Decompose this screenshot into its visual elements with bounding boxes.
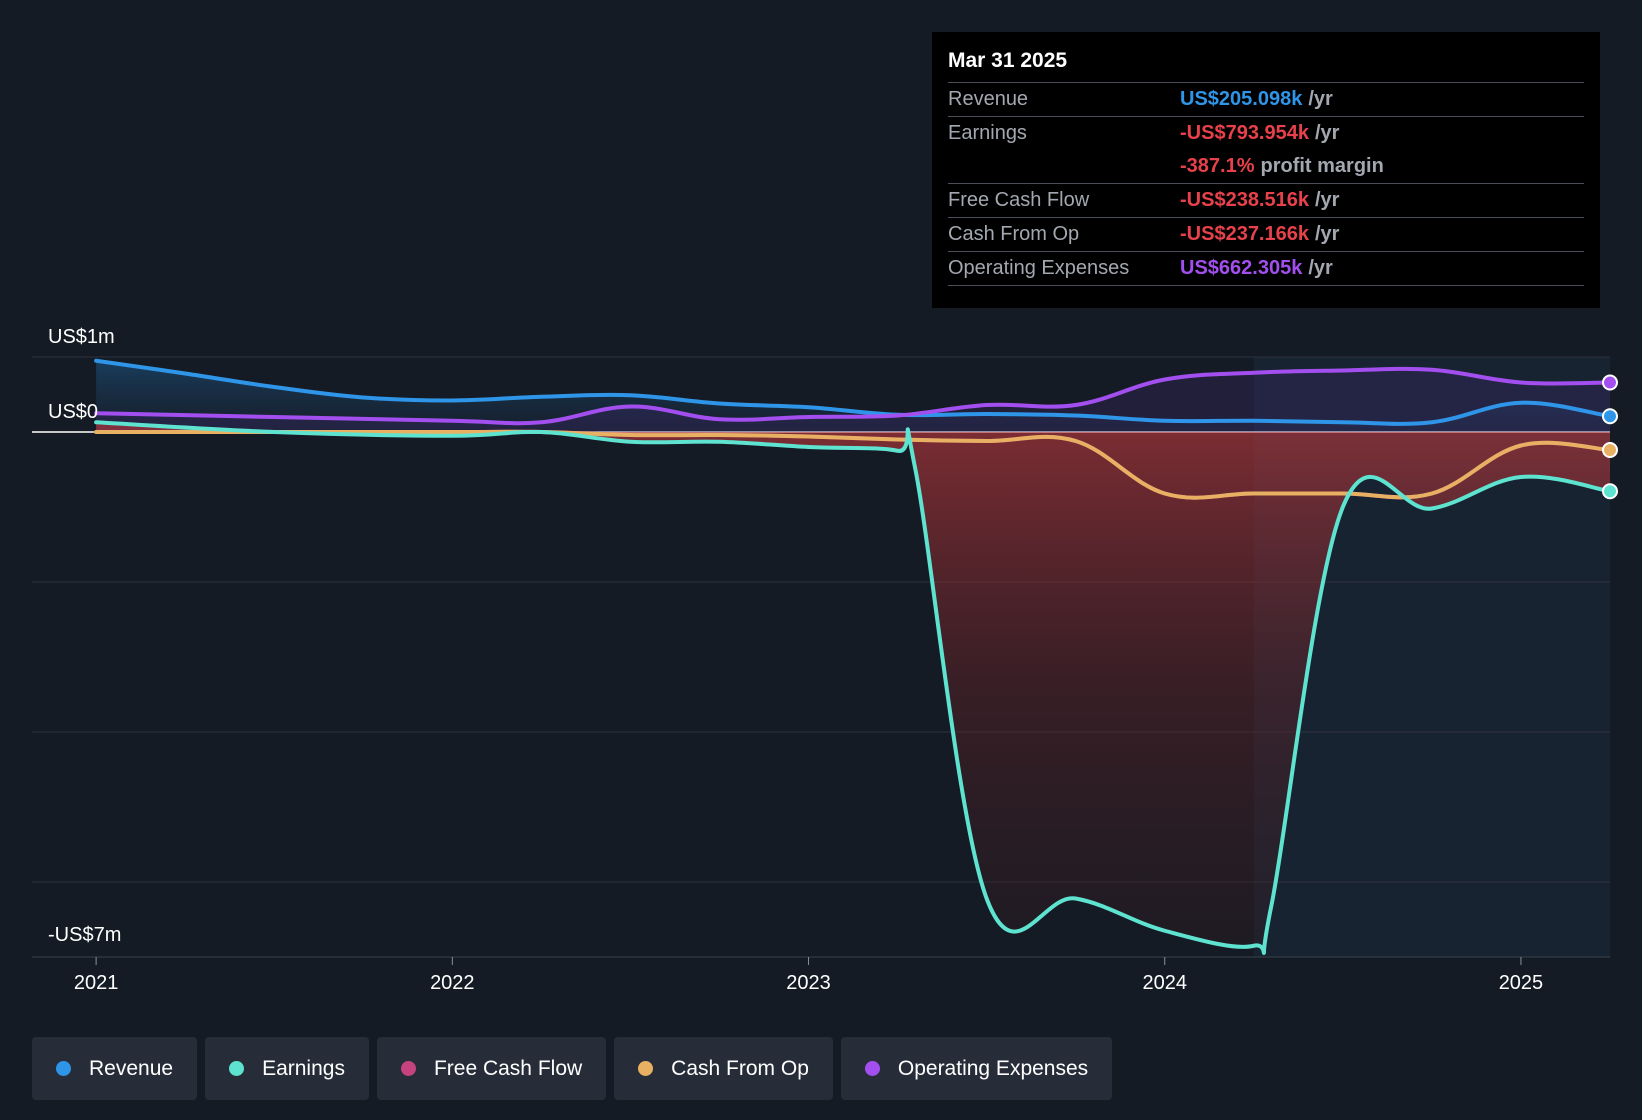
legend-item-revenue[interactable]: Revenue bbox=[32, 1037, 198, 1100]
x-tick-label: 2022 bbox=[430, 972, 475, 994]
tooltip-row-label: Earnings bbox=[948, 122, 1027, 144]
legend-dot-icon bbox=[864, 1061, 880, 1076]
series-line-cash-from-op bbox=[94, 429, 1612, 500]
legend-dot-icon bbox=[400, 1061, 416, 1076]
tooltip-row: Cash From Op -US$237.166k/yr bbox=[948, 218, 1584, 252]
tooltip-row-unit: /yr bbox=[1308, 88, 1333, 110]
earnings-area bbox=[96, 422, 1610, 953]
legend-item-earnings[interactable]: Earnings bbox=[205, 1037, 369, 1100]
tooltip-row-unit: /yr bbox=[1314, 223, 1340, 245]
tooltip-row: Revenue US$205.098k/yr bbox=[948, 83, 1584, 117]
legend-label: Revenue bbox=[89, 1056, 174, 1080]
legend-dot-icon bbox=[638, 1061, 654, 1076]
tooltip-rows: Revenue US$205.098k/yr Earnings -US$793.954… bbox=[948, 83, 1584, 286]
end-marker-earnings bbox=[1602, 483, 1618, 500]
tooltip-row-value: US$205.098k bbox=[1180, 88, 1303, 110]
tooltip-row-label bbox=[948, 150, 1180, 183]
series-line-revenue bbox=[94, 358, 1612, 426]
tooltip-row-value: -US$237.166k bbox=[1180, 223, 1309, 245]
legend-dot-icon bbox=[229, 1061, 245, 1076]
x-tick-label: 2021 bbox=[74, 972, 119, 994]
end-marker-operating-expenses bbox=[1602, 374, 1618, 391]
series-line-earnings bbox=[94, 420, 1612, 955]
tooltip-row-value: -387.1% bbox=[1180, 155, 1255, 177]
tooltip-row-unit: /yr bbox=[1314, 122, 1340, 144]
tooltip-row-value: US$662.305k bbox=[1180, 257, 1303, 279]
tooltip-row-label: Cash From Op bbox=[948, 223, 1080, 245]
y-tick-label: -US$7m bbox=[48, 924, 121, 946]
chart-area: US$1m US$0 -US$7m 2021 2022 2023 2024 2025 bbox=[32, 326, 1618, 994]
revenue-area bbox=[96, 360, 1610, 432]
legend-item-operating-expenses[interactable]: Operating Expenses bbox=[840, 1037, 1113, 1100]
end-marker-cash-from-op bbox=[1602, 442, 1618, 458]
legend-label: Free Cash Flow bbox=[433, 1056, 583, 1080]
legend-item-cash-from-op[interactable]: Cash From Op bbox=[614, 1037, 833, 1100]
end-marker-revenue bbox=[1602, 408, 1618, 425]
legend-label: Operating Expenses bbox=[897, 1056, 1089, 1080]
tooltip-date: Mar 31 2025 bbox=[948, 46, 1584, 83]
opex-area bbox=[96, 368, 1610, 432]
tooltip-row: Operating Expenses US$662.305k/yr bbox=[948, 252, 1584, 286]
tooltip-row: Free Cash Flow -US$238.516k/yr bbox=[948, 184, 1584, 218]
y-tick-label: US$1m bbox=[48, 326, 115, 348]
tooltip-row-unit: profit margin bbox=[1260, 155, 1384, 177]
legend-dot-icon bbox=[56, 1061, 71, 1076]
tooltip-row-label: Revenue bbox=[948, 88, 1029, 110]
series-line-operating-expenses bbox=[94, 366, 1612, 426]
tooltip-row-value: -US$238.516k bbox=[1180, 189, 1309, 211]
legend-item-free-cash-flow[interactable]: Free Cash Flow bbox=[376, 1037, 607, 1100]
tooltip-row-value: -US$793.954k bbox=[1180, 122, 1309, 144]
x-tick-label: 2024 bbox=[1142, 972, 1187, 994]
tooltip-row-unit: /yr bbox=[1314, 189, 1340, 211]
x-tick-label: 2023 bbox=[786, 972, 831, 994]
x-tick-label: 2025 bbox=[1499, 972, 1544, 994]
legend: Revenue Earnings Free Cash Flow Cash From O… bbox=[32, 1037, 1113, 1100]
tooltip-row: -387.1% profit margin bbox=[948, 150, 1584, 184]
legend-label: Cash From Op bbox=[671, 1056, 809, 1080]
y-tick-label: US$0 bbox=[48, 401, 98, 423]
tooltip-row: Earnings -US$793.954k/yr bbox=[948, 117, 1584, 150]
tooltip-row-unit: /yr bbox=[1308, 257, 1333, 279]
tooltip-row-label: Operating Expenses bbox=[948, 257, 1130, 279]
tooltip-row-label: Free Cash Flow bbox=[948, 189, 1090, 211]
legend-label: Earnings bbox=[262, 1056, 345, 1080]
tooltip-panel: Mar 31 2025 Revenue US$205.098k/yr Earning… bbox=[932, 32, 1600, 308]
